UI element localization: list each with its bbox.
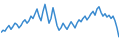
plot-area (1, 4, 119, 37)
series-line (1, 4, 119, 37)
chart (0, 0, 120, 45)
